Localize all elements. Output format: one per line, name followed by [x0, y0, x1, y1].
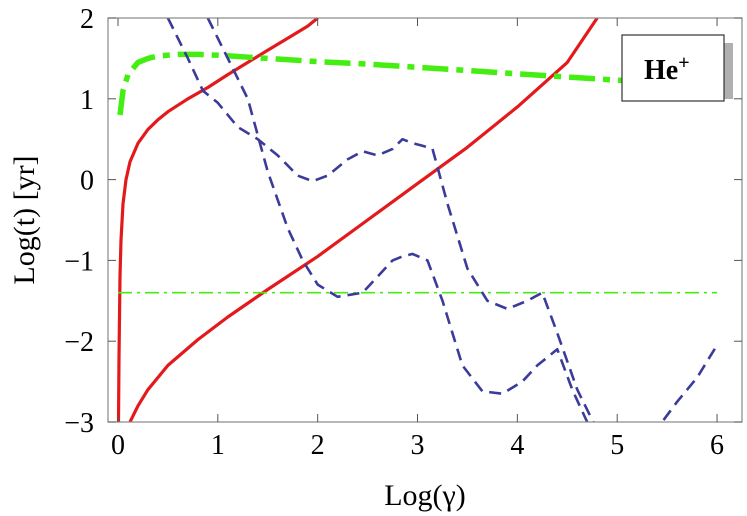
y-tick-label: 0: [80, 166, 94, 197]
x-tick-label: 3: [411, 430, 425, 461]
legend-label-superscript: +: [678, 52, 689, 74]
y-tick-label: −2: [64, 327, 94, 358]
x-tick-label: 1: [211, 430, 225, 461]
legend-box: [621, 34, 725, 102]
y-tick-label: −1: [64, 246, 94, 277]
series-layer: [116, 18, 719, 422]
series-line-2: [128, 18, 599, 422]
y-axis-label: Log(t) [yr]: [8, 155, 41, 284]
x-tick-label: 6: [710, 430, 724, 461]
x-tick-label: 5: [610, 430, 624, 461]
tick-layer: 0 1 2 3 4 5 6 −3 −2 −1 0 1 2: [64, 4, 742, 461]
y-tick-label: −3: [64, 408, 94, 439]
plot-frame: [107, 17, 743, 423]
series-line-3: [117, 51, 718, 116]
x-tick-label: 2: [311, 430, 325, 461]
y-tick-label: 1: [80, 85, 94, 116]
x-tick-label: 0: [111, 430, 125, 461]
series-line-5: [166, 18, 595, 422]
x-axis-label: Log(γ): [384, 479, 466, 512]
series-line-1: [116, 18, 319, 422]
x-tick-label: 4: [510, 430, 524, 461]
legend-label-main: He: [644, 55, 678, 86]
legend-label: He+: [644, 52, 690, 86]
legend: He+: [621, 34, 733, 102]
y-tick-label: 2: [80, 4, 94, 35]
